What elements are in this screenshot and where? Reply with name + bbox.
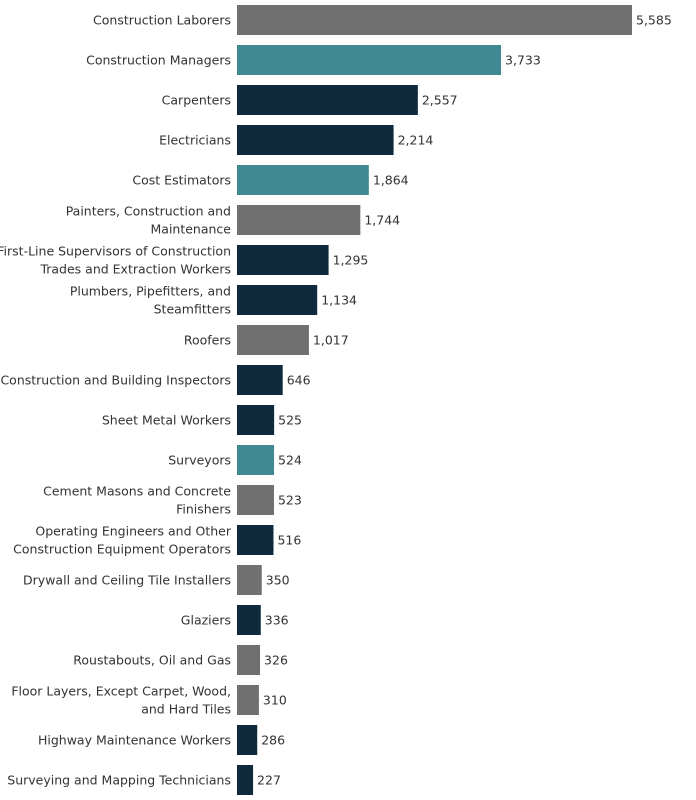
bar-value-label: 5,585 xyxy=(636,13,672,28)
bar xyxy=(237,125,394,155)
category-label: Construction Laborers xyxy=(93,13,231,28)
bar xyxy=(237,485,274,515)
category-label: Painters, Construction and Maintenance xyxy=(66,204,232,237)
category-label: Construction and Building Inspectors xyxy=(0,373,231,388)
bar xyxy=(237,85,418,115)
bar xyxy=(237,165,369,195)
category-label: First-Line Supervisors of Construction Tr… xyxy=(0,244,231,277)
bar-value-label: 326 xyxy=(264,653,288,668)
bar-value-label: 1,134 xyxy=(321,293,357,308)
bar xyxy=(237,765,254,795)
category-label: Floor Layers, Except Carpet, Wood, and Ha… xyxy=(11,684,231,717)
bar-value-label: 286 xyxy=(261,733,285,748)
bar-value-label: 646 xyxy=(287,373,311,388)
category-label: Roofers xyxy=(184,333,231,348)
bar xyxy=(237,645,261,675)
category-label: Sheet Metal Workers xyxy=(102,413,231,428)
bar xyxy=(237,45,502,75)
category-label: Electricians xyxy=(159,133,231,148)
category-label: Construction Managers xyxy=(86,53,231,68)
bar xyxy=(237,365,283,395)
bar-value-label: 525 xyxy=(278,413,302,428)
bar-value-label: 350 xyxy=(266,573,290,588)
bar-value-label: 336 xyxy=(265,613,289,628)
bar-value-label: 2,557 xyxy=(422,93,458,108)
bar xyxy=(237,565,262,595)
bar xyxy=(237,5,632,35)
bar xyxy=(237,325,309,355)
bar-value-label: 2,214 xyxy=(398,133,434,148)
bar-value-label: 524 xyxy=(278,453,302,468)
bar xyxy=(237,245,329,275)
bar xyxy=(237,685,259,715)
bar xyxy=(237,405,275,435)
bar xyxy=(237,725,258,755)
category-label: Surveyors xyxy=(168,453,231,468)
category-label: Carpenters xyxy=(162,93,231,108)
bar-value-label: 516 xyxy=(277,533,301,548)
category-label: Operating Engineers and Other Constructio… xyxy=(13,524,232,557)
bar-value-label: 227 xyxy=(257,773,281,788)
bar xyxy=(237,445,275,475)
category-label: Cost Estimators xyxy=(132,173,231,188)
category-label: Cement Masons and Concrete Finishers xyxy=(43,484,231,517)
bar-value-label: 1,017 xyxy=(313,333,349,348)
category-label: Drywall and Ceiling Tile Installers xyxy=(23,573,231,588)
category-label: Glaziers xyxy=(181,613,231,628)
bar xyxy=(237,605,261,635)
category-label: Surveying and Mapping Technicians xyxy=(7,773,231,788)
bar-value-label: 1,744 xyxy=(364,213,400,228)
bar-value-label: 1,295 xyxy=(333,253,369,268)
bar xyxy=(237,285,318,315)
category-label: Highway Maintenance Workers xyxy=(38,733,231,748)
bar-value-label: 523 xyxy=(278,493,302,508)
category-label: Plumbers, Pipefitters, and Steamfitters xyxy=(70,284,231,317)
bar xyxy=(237,525,274,555)
bar-value-label: 3,733 xyxy=(505,53,541,68)
category-label: Roustabouts, Oil and Gas xyxy=(73,653,231,668)
bar xyxy=(237,205,361,235)
bar-value-label: 310 xyxy=(263,693,287,708)
bar-value-label: 1,864 xyxy=(373,173,409,188)
